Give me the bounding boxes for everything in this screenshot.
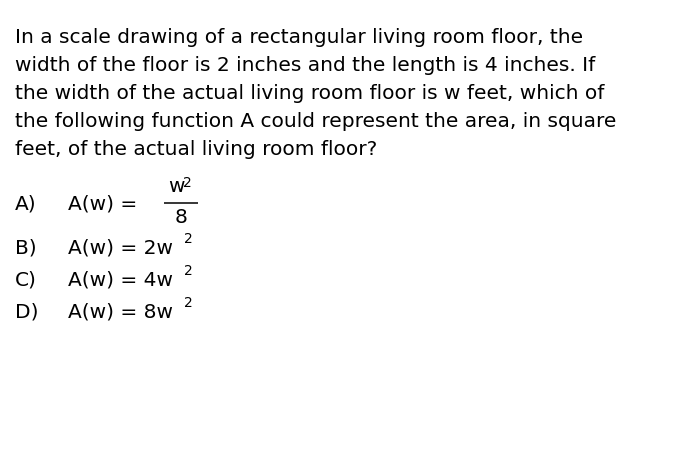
Text: the width of the actual living room floor is w feet, which of: the width of the actual living room floo… bbox=[15, 84, 605, 103]
Text: 2: 2 bbox=[184, 231, 193, 245]
Text: the following function A could represent the area, in square: the following function A could represent… bbox=[15, 112, 616, 131]
Text: w: w bbox=[168, 177, 185, 196]
Text: C): C) bbox=[15, 270, 37, 289]
Text: A(w) = 8w: A(w) = 8w bbox=[68, 302, 173, 321]
Text: 2: 2 bbox=[184, 263, 193, 277]
Text: A(w) = 4w: A(w) = 4w bbox=[68, 270, 173, 289]
Text: A(w) =: A(w) = bbox=[68, 194, 137, 213]
Text: width of the floor is 2 inches and the length is 4 inches. If: width of the floor is 2 inches and the l… bbox=[15, 56, 595, 75]
Text: A): A) bbox=[15, 194, 36, 213]
Text: A(w) = 2w: A(w) = 2w bbox=[68, 238, 173, 257]
Text: 2: 2 bbox=[184, 295, 193, 309]
Text: feet, of the actual living room floor?: feet, of the actual living room floor? bbox=[15, 140, 377, 159]
Text: 2: 2 bbox=[183, 175, 192, 189]
Text: In a scale drawing of a rectangular living room floor, the: In a scale drawing of a rectangular livi… bbox=[15, 28, 583, 47]
Text: D): D) bbox=[15, 302, 38, 321]
Text: 8: 8 bbox=[175, 207, 188, 226]
Text: B): B) bbox=[15, 238, 36, 257]
